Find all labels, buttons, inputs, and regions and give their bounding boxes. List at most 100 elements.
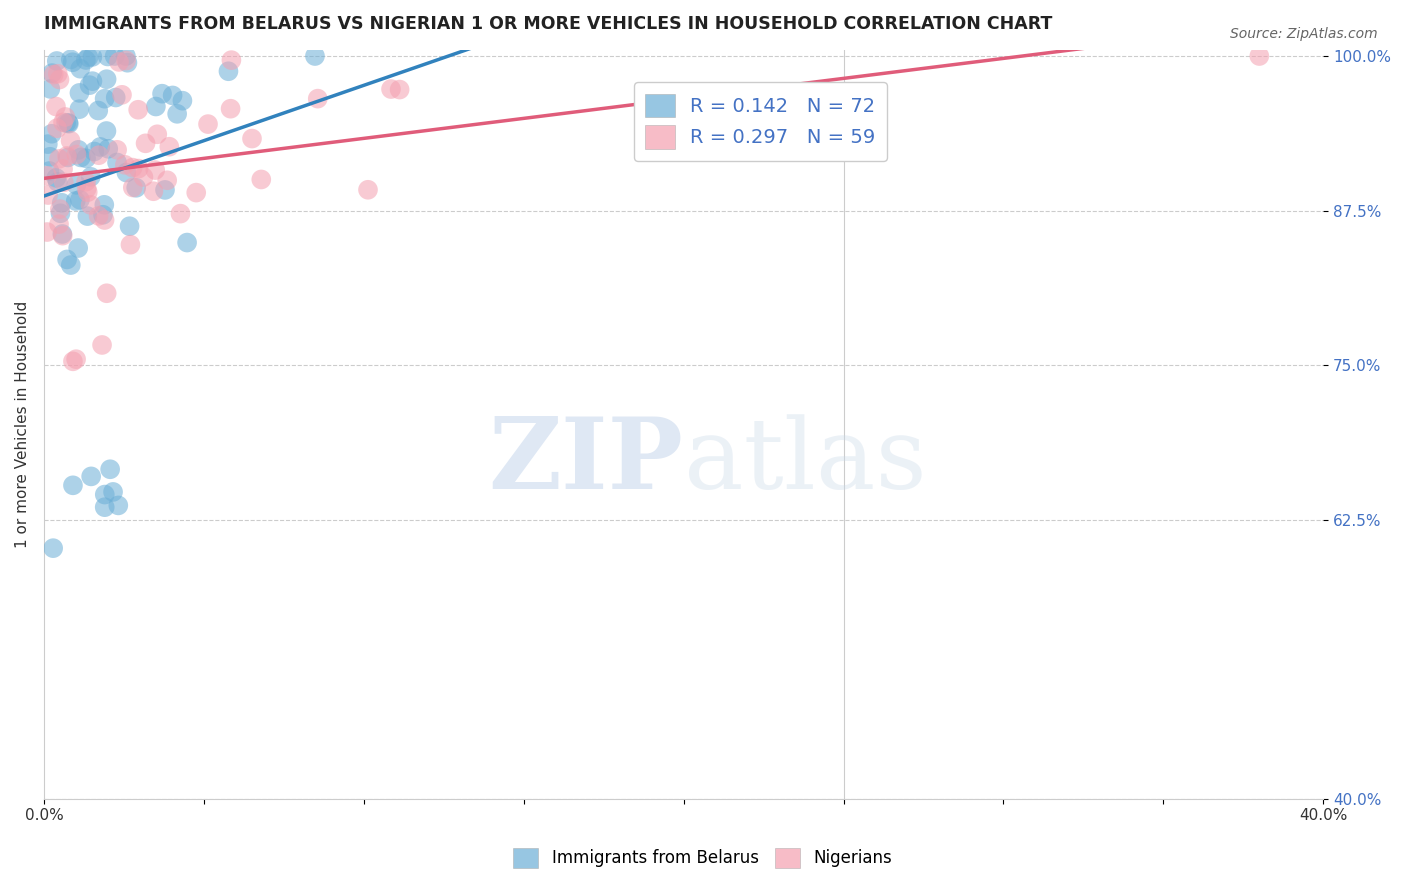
Point bbox=[117, 55, 139, 70]
Point bbox=[87, 209, 110, 223]
Point bbox=[143, 163, 166, 178]
Point bbox=[357, 183, 380, 197]
Point bbox=[80, 169, 103, 184]
Point bbox=[52, 162, 75, 177]
Point bbox=[59, 134, 82, 148]
Point bbox=[48, 152, 70, 166]
Point bbox=[114, 158, 136, 172]
Point bbox=[82, 74, 104, 88]
Point bbox=[128, 161, 150, 176]
Point bbox=[104, 90, 127, 104]
Point bbox=[75, 53, 97, 67]
Point bbox=[87, 148, 110, 162]
Point bbox=[62, 55, 84, 70]
Y-axis label: 1 or more Vehicles in Household: 1 or more Vehicles in Household bbox=[15, 301, 30, 548]
Point bbox=[69, 62, 91, 76]
Point bbox=[69, 193, 91, 207]
Point bbox=[49, 206, 72, 220]
Point bbox=[45, 171, 67, 186]
Point bbox=[62, 478, 84, 492]
Point bbox=[157, 139, 180, 153]
Point bbox=[69, 151, 91, 165]
Legend: Immigrants from Belarus, Nigerians: Immigrants from Belarus, Nigerians bbox=[506, 841, 900, 875]
Point bbox=[121, 161, 143, 175]
Point bbox=[80, 469, 103, 483]
Text: Source: ZipAtlas.com: Source: ZipAtlas.com bbox=[1230, 27, 1378, 41]
Point bbox=[37, 188, 59, 202]
Point bbox=[221, 53, 243, 67]
Point bbox=[91, 338, 114, 352]
Point bbox=[115, 54, 138, 68]
Point bbox=[75, 175, 97, 189]
Point bbox=[217, 64, 239, 78]
Point bbox=[41, 127, 63, 141]
Text: IMMIGRANTS FROM BELARUS VS NIGERIAN 1 OR MORE VEHICLES IN HOUSEHOLD CORRELATION : IMMIGRANTS FROM BELARUS VS NIGERIAN 1 OR… bbox=[44, 15, 1052, 33]
Point bbox=[48, 217, 70, 231]
Point bbox=[42, 68, 65, 82]
Point bbox=[41, 66, 63, 80]
Point bbox=[98, 462, 121, 476]
Point bbox=[56, 252, 79, 267]
Point bbox=[105, 155, 128, 169]
Point bbox=[219, 102, 242, 116]
Point bbox=[49, 202, 72, 216]
Point bbox=[56, 149, 79, 163]
Point bbox=[96, 72, 118, 87]
Point bbox=[76, 209, 98, 223]
Text: atlas: atlas bbox=[683, 414, 927, 509]
Point bbox=[51, 195, 73, 210]
Point bbox=[142, 184, 165, 198]
Point bbox=[59, 53, 82, 67]
Point bbox=[37, 137, 59, 152]
Point bbox=[162, 88, 184, 103]
Point bbox=[120, 237, 142, 252]
Point bbox=[48, 72, 70, 87]
Point bbox=[79, 198, 101, 212]
Point bbox=[304, 49, 326, 63]
Point bbox=[56, 151, 79, 165]
Legend: R = 0.142   N = 72, R = 0.297   N = 59: R = 0.142 N = 72, R = 0.297 N = 59 bbox=[634, 82, 887, 161]
Point bbox=[1249, 49, 1271, 63]
Point bbox=[39, 150, 62, 164]
Point bbox=[83, 145, 105, 159]
Point bbox=[115, 165, 138, 179]
Point bbox=[82, 50, 104, 64]
Text: ZIP: ZIP bbox=[489, 413, 683, 510]
Point bbox=[118, 219, 141, 234]
Point bbox=[197, 117, 219, 131]
Point bbox=[186, 186, 208, 200]
Point bbox=[91, 208, 114, 222]
Point bbox=[94, 487, 117, 501]
Point bbox=[69, 86, 91, 100]
Point bbox=[156, 173, 179, 187]
Point bbox=[240, 131, 263, 145]
Point bbox=[76, 185, 98, 199]
Point bbox=[145, 99, 167, 113]
Point bbox=[39, 82, 62, 96]
Point bbox=[125, 181, 148, 195]
Point bbox=[107, 499, 129, 513]
Point bbox=[76, 181, 98, 195]
Point bbox=[65, 178, 87, 192]
Point bbox=[104, 49, 127, 63]
Point bbox=[79, 78, 101, 92]
Point bbox=[101, 484, 124, 499]
Point bbox=[59, 258, 82, 272]
Point bbox=[52, 228, 75, 243]
Point bbox=[67, 143, 90, 157]
Point bbox=[250, 172, 273, 186]
Point bbox=[89, 140, 111, 154]
Point bbox=[62, 354, 84, 368]
Point bbox=[380, 82, 402, 96]
Point bbox=[105, 143, 128, 157]
Point bbox=[65, 147, 87, 161]
Point bbox=[93, 92, 115, 106]
Point bbox=[35, 225, 58, 239]
Point bbox=[46, 67, 69, 81]
Point bbox=[166, 107, 188, 121]
Point bbox=[97, 142, 120, 156]
Point bbox=[51, 227, 73, 241]
Point bbox=[52, 175, 75, 189]
Point bbox=[132, 169, 155, 184]
Point bbox=[388, 82, 411, 96]
